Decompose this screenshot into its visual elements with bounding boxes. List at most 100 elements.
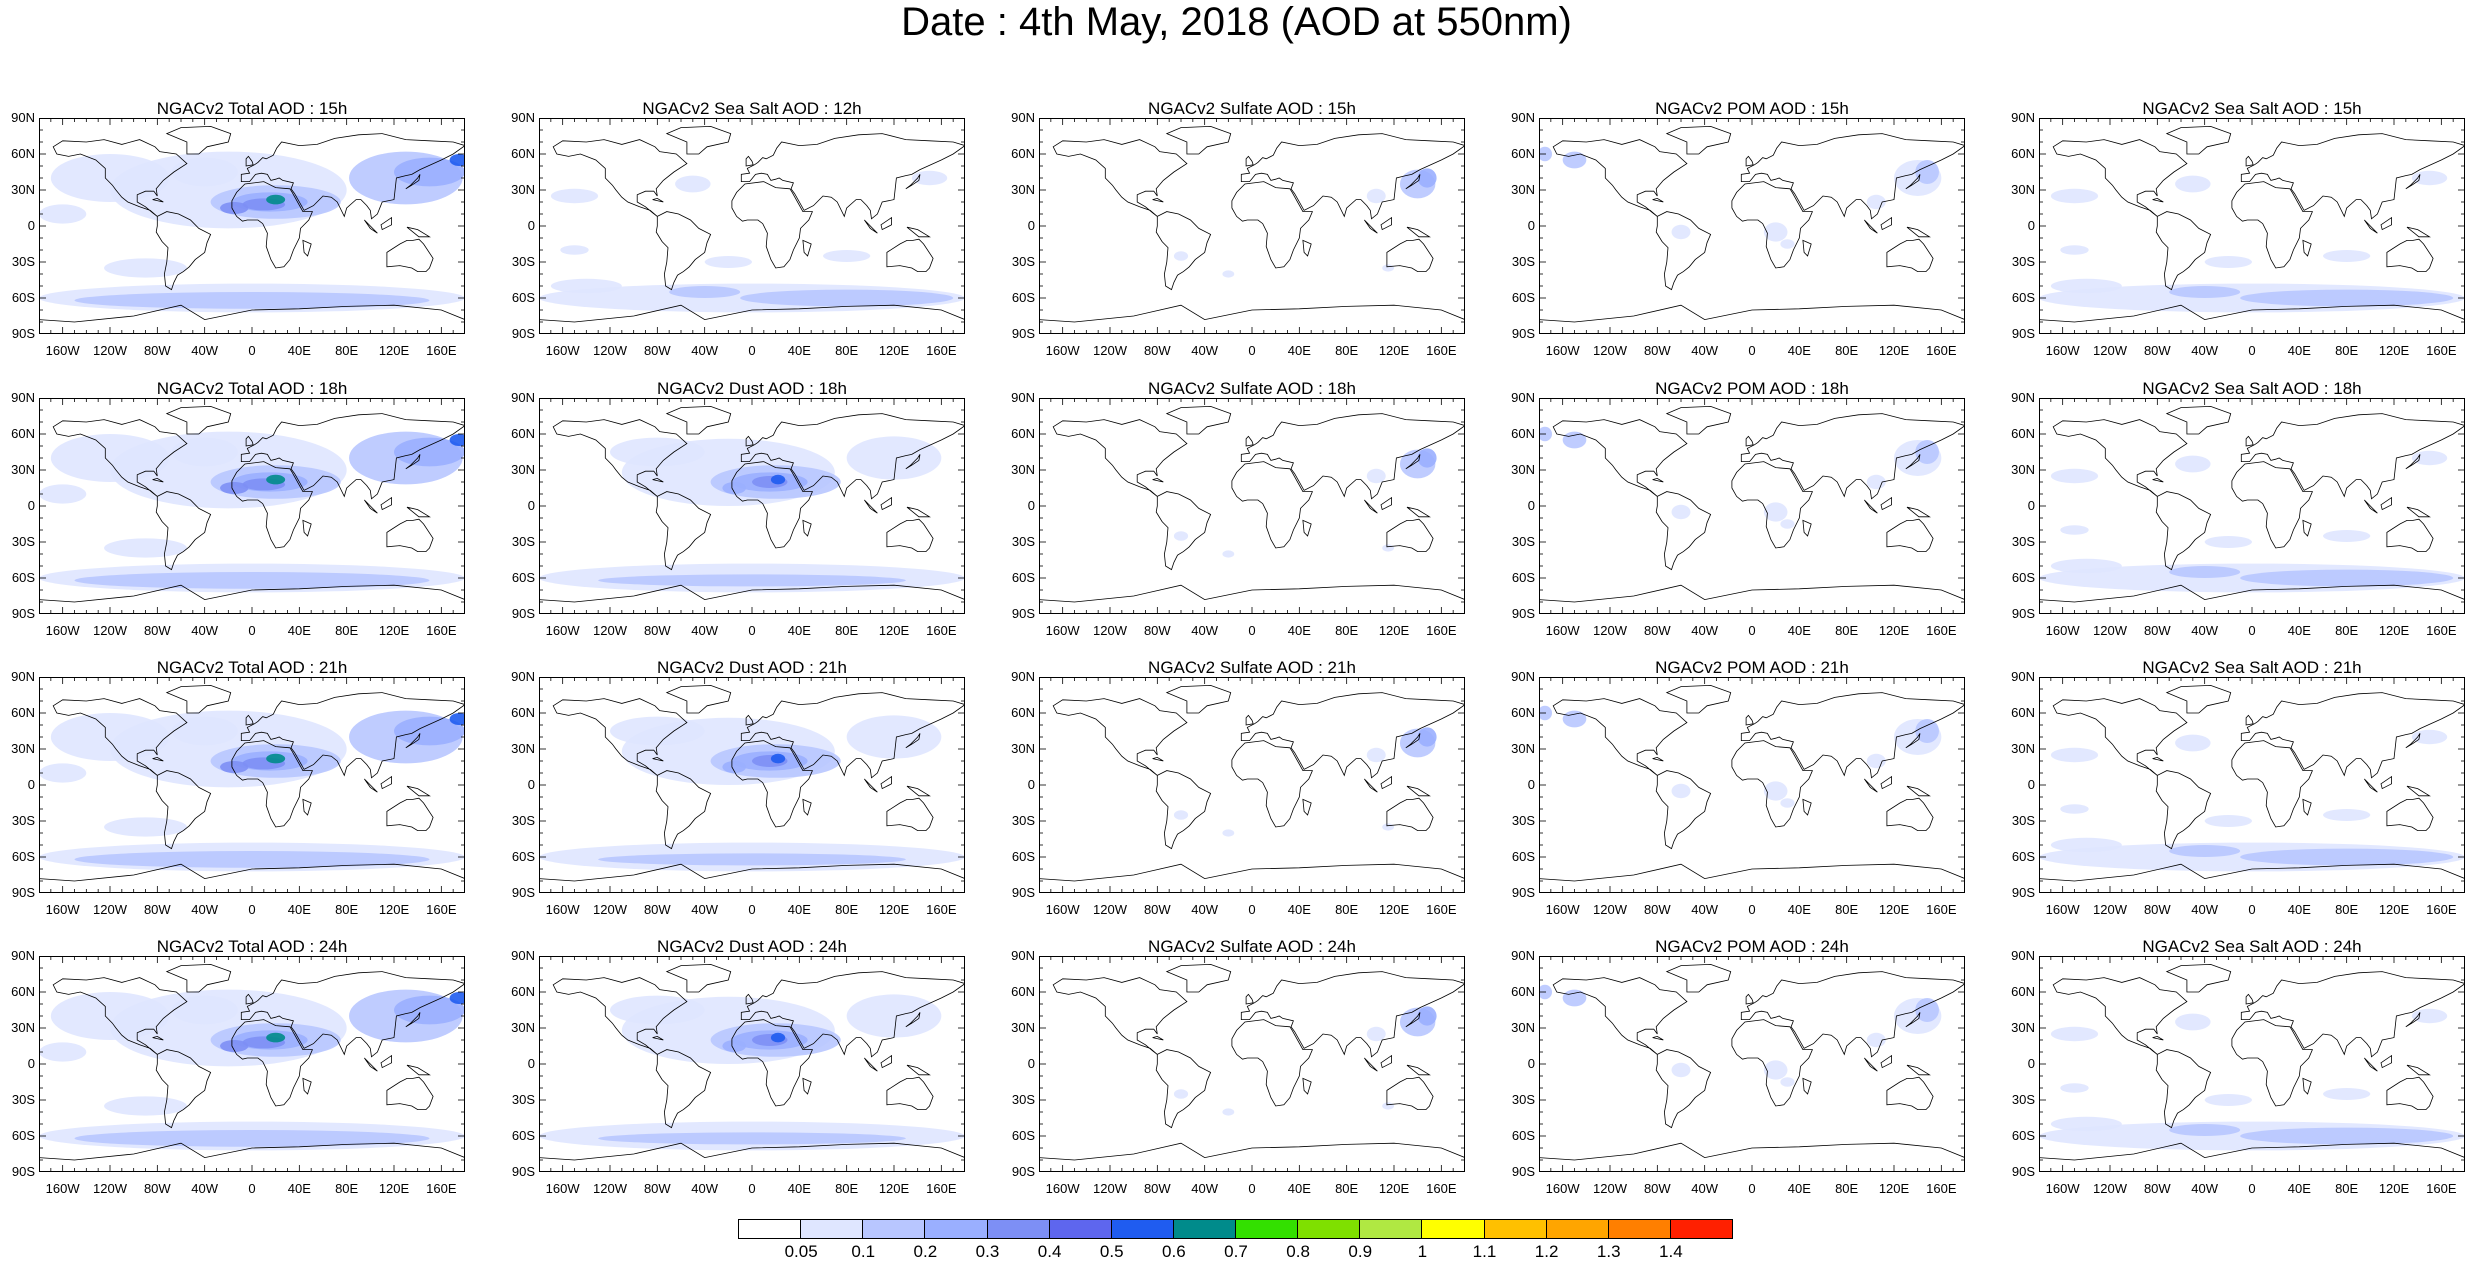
coastline — [864, 499, 878, 514]
panel-title: NGACv2 Sulfate AOD : 21h — [1148, 658, 1356, 677]
lat-label: 60S — [2011, 570, 2035, 585]
lon-label: 160W — [1045, 623, 1080, 638]
coastline — [2240, 413, 2465, 500]
lon-label: 160E — [2426, 1181, 2457, 1196]
coastline — [802, 1077, 812, 1095]
colorbar-swatch — [1110, 1219, 1174, 1239]
lon-label: 120W — [93, 623, 127, 638]
coastline — [1864, 499, 1878, 514]
coastline — [2052, 139, 2188, 217]
coastline — [1880, 496, 1893, 511]
coastline — [1880, 1054, 1893, 1069]
lat-label: 0 — [27, 218, 35, 233]
lat-label: 60S — [1011, 849, 1035, 864]
lat-label: 0 — [527, 777, 535, 792]
lat-label: 0 — [2027, 777, 2035, 792]
coastline — [2406, 785, 2431, 797]
lon-label: 40E — [1287, 1181, 1311, 1196]
lat-label: 60S — [1511, 849, 1535, 864]
coastline — [1231, 461, 1314, 549]
lat-label: 30S — [511, 1092, 535, 1107]
coastline — [2231, 740, 2314, 828]
coastline — [1380, 216, 1393, 231]
aod-map — [539, 956, 965, 1172]
lon-label: 80E — [335, 623, 359, 638]
aod-plume — [266, 1032, 286, 1043]
aod-plume — [1417, 168, 1437, 188]
lon-label: 40W — [2191, 343, 2219, 358]
lon-label: 160E — [2426, 343, 2457, 358]
lat-label: 30S — [1511, 534, 1535, 549]
coastline — [2240, 971, 2465, 1058]
coastline — [1740, 692, 1965, 779]
coastline — [1364, 778, 1378, 793]
lat-label: 90N — [11, 948, 35, 963]
coastline — [864, 219, 878, 234]
aod-map — [1039, 118, 1465, 334]
lon-label: 40E — [787, 1181, 811, 1196]
lon-label: 0 — [248, 902, 256, 917]
aod-plume — [394, 995, 465, 1025]
coastline — [905, 733, 921, 749]
lon-label: 80W — [1643, 623, 1671, 638]
lon-label: 160W — [545, 1181, 580, 1196]
coastline — [1539, 584, 1965, 614]
lat-label: 0 — [527, 1056, 535, 1071]
colorbar-swatch — [1421, 1219, 1485, 1239]
coastline — [652, 477, 664, 483]
aod-plume — [770, 474, 786, 485]
panel-title: NGACv2 POM AOD : 24h — [1655, 937, 1849, 956]
colorbar-tick-label: 0.5 — [1099, 1242, 1124, 1261]
coastline — [1165, 125, 1232, 155]
lon-label: 40E — [2287, 1181, 2311, 1196]
aod-map — [539, 398, 965, 614]
lat-label: 60S — [1011, 1128, 1035, 1143]
coastline — [231, 461, 314, 549]
aod-plume — [1915, 998, 1939, 1022]
aod-plume — [2175, 1013, 2211, 1031]
coastline — [1745, 993, 1754, 1005]
lat-label: 60S — [11, 290, 35, 305]
colorbar-swatch — [986, 1219, 1050, 1239]
coastline — [2364, 499, 2378, 514]
colorbar-swatch — [1172, 1219, 1236, 1239]
lat-label: 90N — [1511, 110, 1535, 125]
lon-label: 80W — [1643, 343, 1671, 358]
aod-plume — [598, 853, 906, 866]
lat-label: 30S — [1011, 1092, 1035, 1107]
lat-label: 60N — [2011, 146, 2035, 161]
lat-label: 30N — [511, 1020, 535, 1035]
lon-label: 0 — [2248, 902, 2256, 917]
lon-label: 160E — [1926, 343, 1957, 358]
lat-label: 60S — [2011, 290, 2035, 305]
lon-label: 160W — [2045, 343, 2080, 358]
coastline — [1802, 239, 1812, 257]
coastline — [245, 435, 254, 447]
coastline — [2152, 197, 2164, 203]
lon-label: 40E — [2287, 343, 2311, 358]
lon-label: 40W — [191, 1181, 219, 1196]
aod-map — [2039, 677, 2465, 893]
aod-plume — [220, 761, 249, 773]
aod-map — [1539, 956, 1965, 1172]
panel-title: NGACv2 POM AOD : 21h — [1655, 658, 1849, 677]
aod-plume — [1222, 270, 1235, 278]
coastline — [1880, 775, 1893, 790]
coastline — [240, 413, 465, 500]
lon-label: 80E — [1835, 902, 1859, 917]
colorbar-tick-label: 1 — [1417, 1242, 1428, 1261]
lon-label: 120W — [1093, 1181, 1127, 1196]
lon-label: 0 — [248, 343, 256, 358]
coastline — [1745, 714, 1754, 726]
lon-label: 160E — [1926, 902, 1957, 917]
lat-label: 90S — [2011, 326, 2035, 341]
lon-label: 80E — [835, 343, 859, 358]
coastline — [245, 993, 254, 1005]
coastline — [2380, 216, 2393, 231]
lon-label: 160E — [926, 902, 957, 917]
lon-label: 120W — [1093, 343, 1127, 358]
aod-map — [1539, 677, 1965, 893]
map-panel: NGACv2 Total AOD : 21h 90N 60N 30N 0 30S 60S 90… — [11, 659, 465, 917]
lat-label: 30S — [511, 254, 535, 269]
lat-label: 30S — [2011, 534, 2035, 549]
